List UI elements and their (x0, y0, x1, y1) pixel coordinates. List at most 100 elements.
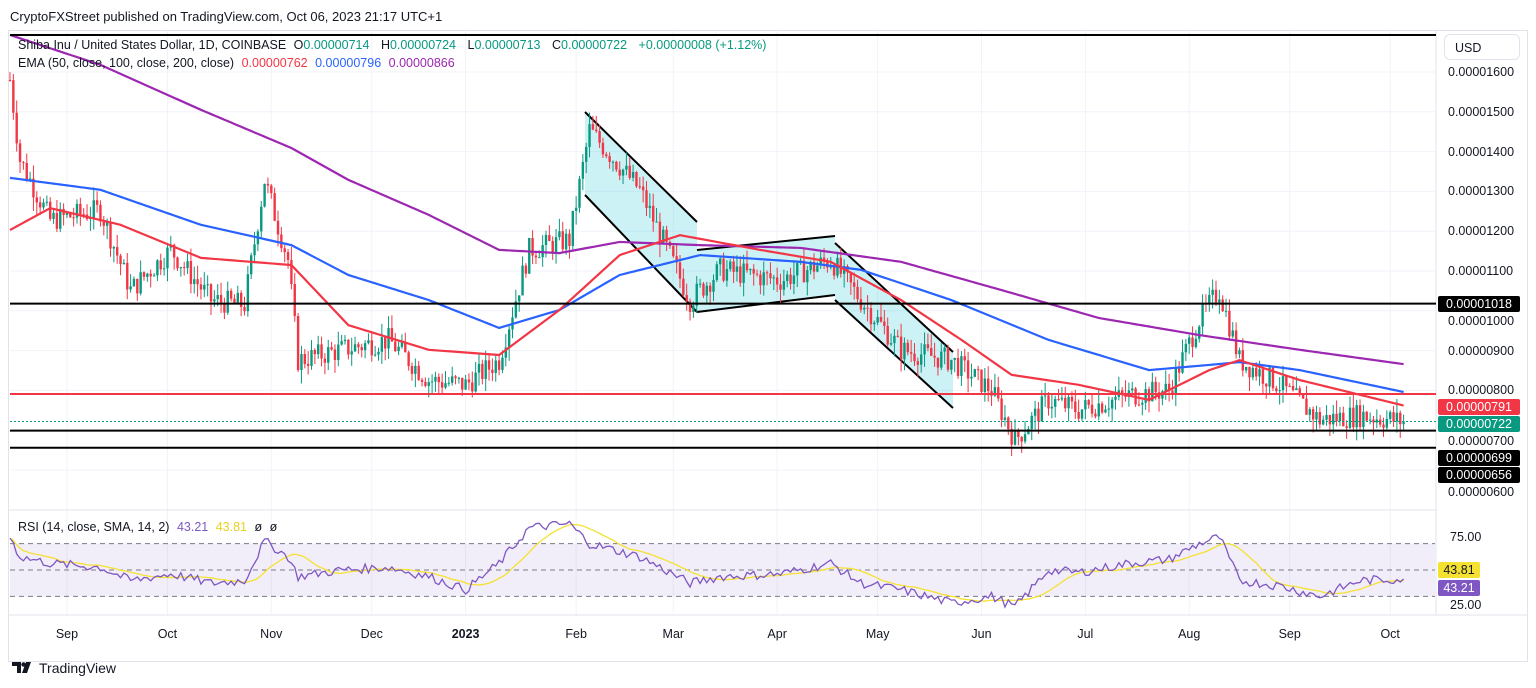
candle-body (973, 369, 976, 377)
candle-body (722, 258, 725, 281)
candle-body (796, 263, 799, 276)
candle-body (909, 352, 913, 354)
price-tick: 0.00001100 (1448, 264, 1514, 278)
level-price-tag: 0.00001018 (1438, 295, 1520, 312)
candle-body (1221, 299, 1224, 312)
candle-body (55, 212, 59, 229)
candle-body (615, 161, 618, 170)
last-price-tag: 0.00000722 (1438, 416, 1520, 433)
candle-body (1137, 404, 1141, 406)
candle-body (853, 282, 856, 287)
candle-body (340, 341, 343, 345)
candle-body (1000, 398, 1003, 420)
candle-body (216, 295, 219, 300)
candle-body (434, 376, 437, 382)
candle-body (95, 200, 99, 205)
candle-body (923, 344, 926, 355)
candle-body (1358, 405, 1362, 427)
candle-body (675, 256, 678, 263)
candle-body (377, 351, 380, 355)
ema200-value: 0.00000866 (388, 56, 455, 70)
candle-body (1070, 396, 1074, 402)
low-label: L (467, 38, 475, 52)
candle-body (1013, 430, 1017, 445)
candle-body (849, 272, 853, 283)
candle-body (343, 339, 347, 342)
candle-body (1389, 412, 1392, 419)
candle-body (15, 112, 18, 144)
candle-body (698, 283, 702, 285)
candle-body (323, 358, 327, 363)
candle-body (414, 365, 417, 374)
candle-body (1147, 389, 1151, 402)
candle-body (280, 234, 283, 249)
candle-body (963, 356, 966, 361)
candle-body (638, 186, 641, 188)
candle-body (1355, 405, 1358, 428)
candle-body (290, 260, 293, 285)
candle-body (1352, 407, 1355, 428)
candle-body (437, 376, 440, 383)
tradingview-logo[interactable]: TradingView (12, 660, 116, 676)
candle-body (806, 270, 809, 283)
close-value: 0.00000722 (561, 38, 628, 52)
candle-body (112, 247, 116, 249)
pattern-trendline (584, 194, 698, 313)
candle-body (270, 185, 273, 194)
candle-body (1218, 299, 1221, 303)
candle-body (960, 356, 963, 376)
candle-body (166, 247, 169, 269)
ema-label[interactable]: EMA (50, close, 100, close, 200, close) (18, 56, 235, 70)
candle-body (943, 347, 946, 352)
candle-body (528, 237, 531, 274)
candle-body (749, 268, 752, 271)
candle-body (1201, 303, 1204, 327)
rsi-sma-tag: 43.81 (1438, 562, 1480, 579)
candle-body (420, 379, 424, 382)
rsi-label[interactable]: RSI (14, close, SMA, 14, 2) (18, 520, 170, 534)
candle-body (782, 281, 786, 290)
price-tick: 0.00001200 (1448, 224, 1515, 239)
candle-body (467, 379, 471, 383)
currency-button[interactable]: USD (1444, 34, 1520, 60)
candle-body (970, 376, 973, 379)
candle-body (1171, 390, 1174, 394)
candle-body (1231, 330, 1234, 337)
candle-body (494, 360, 497, 373)
candle-body (1251, 367, 1255, 378)
candle-body (1295, 388, 1298, 391)
time-tick: Feb (565, 627, 587, 641)
candle-body (487, 360, 491, 370)
candle-body (866, 307, 869, 309)
candle-body (715, 264, 719, 280)
candle-body (839, 257, 842, 274)
candle-body (440, 382, 444, 388)
candle-body (203, 284, 206, 290)
time-tick: Apr (767, 627, 787, 641)
symbol-name[interactable]: Shiba Inu / United States Dollar, 1D, CO… (18, 38, 287, 52)
candle-body (712, 279, 715, 292)
candle-body (22, 162, 25, 164)
candle-body (417, 365, 420, 380)
candle-body (370, 340, 373, 356)
time-tick: May (865, 627, 890, 641)
candle-body (611, 161, 615, 163)
candle-body (846, 266, 849, 273)
candle-body (786, 274, 789, 282)
candle-body (534, 255, 538, 258)
candle-body (1281, 376, 1285, 391)
candle-body (1097, 403, 1100, 417)
candle-body (916, 361, 920, 365)
candle-body (735, 266, 739, 272)
candle-body (233, 298, 236, 303)
candle-body (886, 326, 889, 345)
candle-body (129, 286, 132, 290)
candle-body (1017, 430, 1020, 437)
candle-body (25, 162, 28, 180)
candle-body (665, 229, 668, 242)
candle-body (1315, 412, 1318, 420)
candle-body (879, 317, 883, 322)
symbol-legend: Shiba Inu / United States Dollar, 1D, CO… (18, 38, 770, 52)
candle-body (554, 237, 558, 253)
